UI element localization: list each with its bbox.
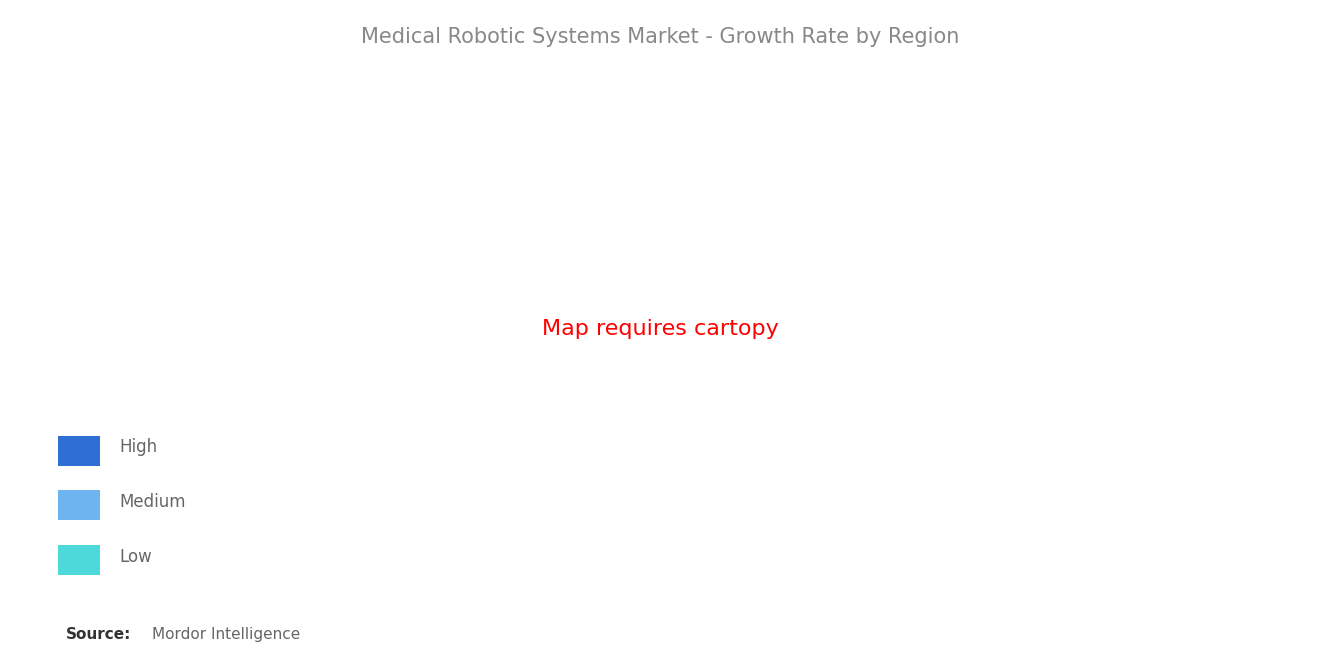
Text: High: High [119, 438, 157, 456]
Text: Low: Low [119, 548, 152, 566]
FancyBboxPatch shape [58, 545, 100, 575]
Text: Map requires cartopy: Map requires cartopy [541, 319, 779, 339]
Text: Medical Robotic Systems Market - Growth Rate by Region: Medical Robotic Systems Market - Growth … [360, 27, 960, 47]
Text: Source:: Source: [66, 626, 132, 642]
Text: M N: M N [1197, 621, 1232, 636]
Text: Mordor Intelligence: Mordor Intelligence [152, 626, 300, 642]
FancyBboxPatch shape [58, 491, 100, 520]
FancyBboxPatch shape [58, 436, 100, 466]
Text: Medium: Medium [119, 493, 186, 511]
